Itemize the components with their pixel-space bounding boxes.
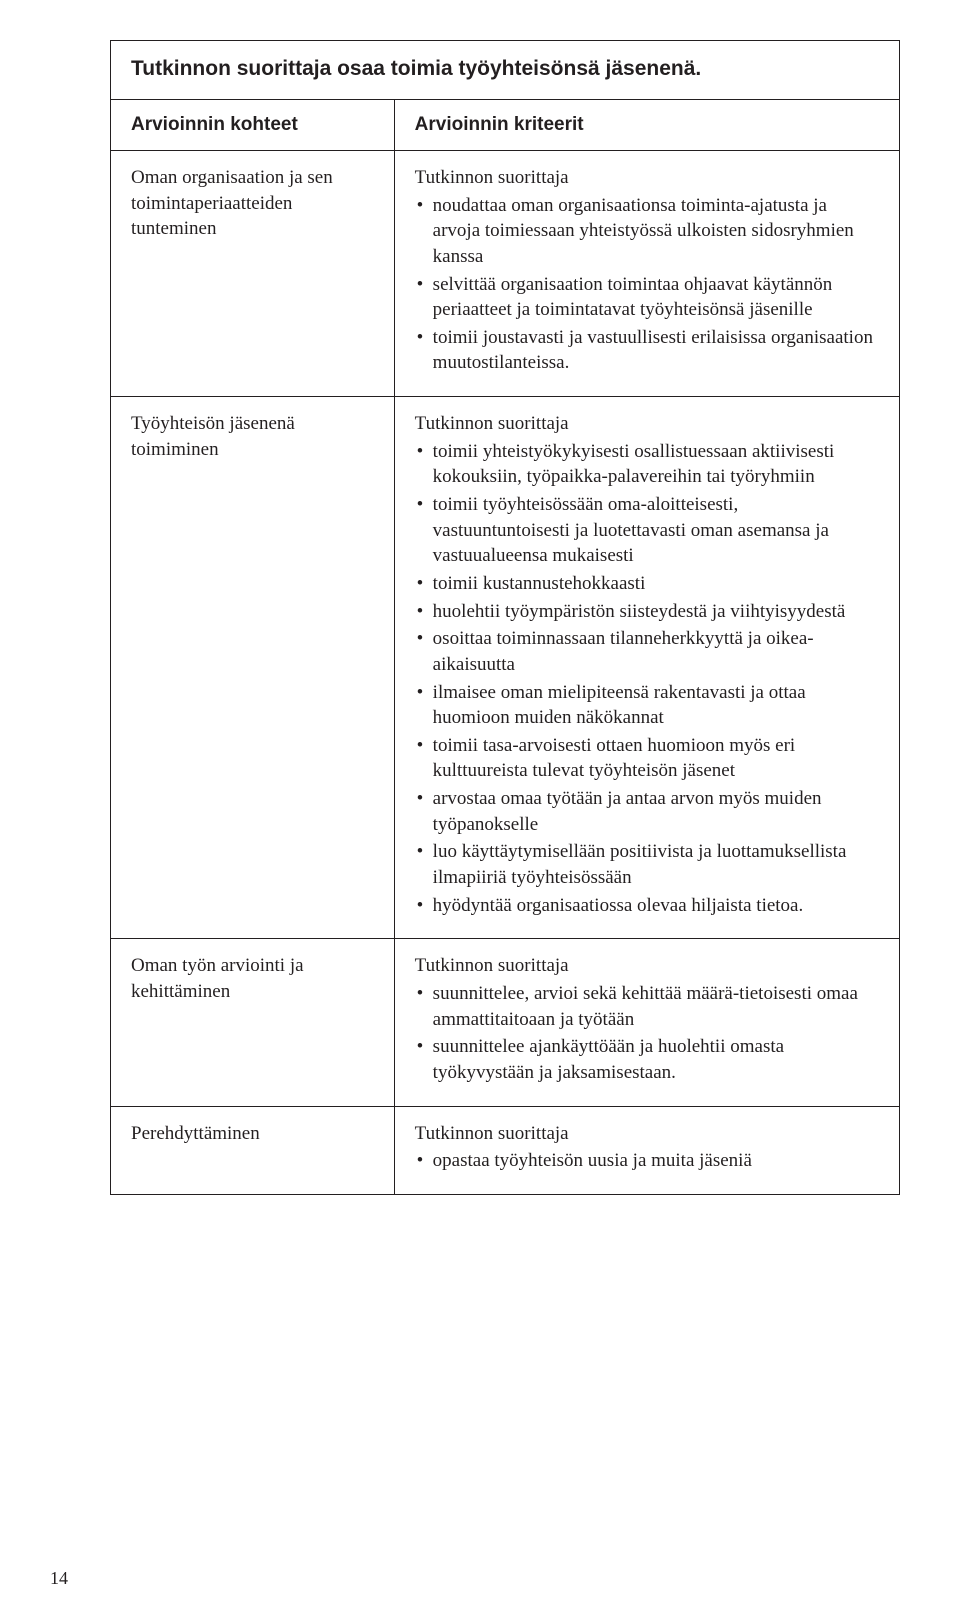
criteria-item: noudattaa oman organisaationsa toiminta-… — [415, 193, 879, 270]
criteria-item: luo käyttäytymisellään positiivista ja l… — [415, 839, 879, 890]
criteria-list: suunnittelee, arvioi sekä kehittää määrä… — [415, 981, 879, 1086]
header-criteria: Arvioinnin kriteerit — [395, 100, 899, 150]
criteria-item: osoittaa toiminnassaan tilanneherkkyyttä… — [415, 626, 879, 677]
criteria-item: toimii tasa-arvoisesti ottaen huomioon m… — [415, 733, 879, 784]
table-row: Työyhteisön jäsenenä toimiminen Tutkinno… — [111, 397, 899, 939]
header-targets: Arvioinnin kohteet — [111, 100, 395, 150]
criteria-item: suunnittelee, arvioi sekä kehittää määrä… — [415, 981, 879, 1032]
criteria-item: huolehtii työympäristön siisteydestä ja … — [415, 599, 879, 625]
criteria-item: toimii työyhteisössään oma-aloitteisesti… — [415, 492, 879, 569]
row-criteria: Tutkinnon suorittaja toimii yhteistyökyk… — [395, 397, 899, 938]
criteria-lead: Tutkinnon suorittaja — [415, 953, 879, 979]
criteria-item: toimii yhteistyökykyisesti osallistuessa… — [415, 439, 879, 490]
criteria-item: hyödyntää organisaatiossa olevaa hiljais… — [415, 893, 879, 919]
criteria-item: ilmaisee oman mielipiteensä rakentavasti… — [415, 680, 879, 731]
criteria-item: toimii joustavasti ja vastuullisesti eri… — [415, 325, 879, 376]
table-header-row: Arvioinnin kohteet Arvioinnin kriteerit — [111, 100, 899, 151]
criteria-list: toimii yhteistyökykyisesti osallistuessa… — [415, 439, 879, 919]
criteria-lead: Tutkinnon suorittaja — [415, 165, 879, 191]
criteria-lead: Tutkinnon suorittaja — [415, 1121, 879, 1147]
table-title: Tutkinnon suorittaja osaa toimia työyhte… — [111, 41, 899, 100]
table-row: Perehdyttäminen Tutkinnon suorittaja opa… — [111, 1107, 899, 1194]
criteria-item: selvittää organisaation toimintaa ohjaav… — [415, 272, 879, 323]
row-target: Työyhteisön jäsenenä toimiminen — [111, 397, 395, 938]
criteria-item: toimii kustannustehokkaasti — [415, 571, 879, 597]
row-target: Perehdyttäminen — [111, 1107, 395, 1194]
criteria-item: arvostaa omaa työtään ja antaa arvon myö… — [415, 786, 879, 837]
criteria-list: opastaa työyhteisön uusia ja muita jäsen… — [415, 1148, 879, 1174]
criteria-table: Tutkinnon suorittaja osaa toimia työyhte… — [110, 40, 900, 1195]
row-target: Oman työn arviointi ja kehittäminen — [111, 939, 395, 1105]
criteria-item: suunnittelee ajankäyttöään ja huolehtii … — [415, 1034, 879, 1085]
row-target: Oman organisaation ja sen toimintaperiaa… — [111, 151, 395, 396]
criteria-item: opastaa työyhteisön uusia ja muita jäsen… — [415, 1148, 879, 1174]
row-criteria: Tutkinnon suorittaja noudattaa oman orga… — [395, 151, 899, 396]
page-number: 14 — [50, 1568, 68, 1589]
criteria-lead: Tutkinnon suorittaja — [415, 411, 879, 437]
row-criteria: Tutkinnon suorittaja opastaa työyhteisön… — [395, 1107, 899, 1194]
table-row: Oman työn arviointi ja kehittäminen Tutk… — [111, 939, 899, 1106]
table-row: Oman organisaation ja sen toimintaperiaa… — [111, 151, 899, 397]
row-criteria: Tutkinnon suorittaja suunnittelee, arvio… — [395, 939, 899, 1105]
criteria-list: noudattaa oman organisaationsa toiminta-… — [415, 193, 879, 376]
